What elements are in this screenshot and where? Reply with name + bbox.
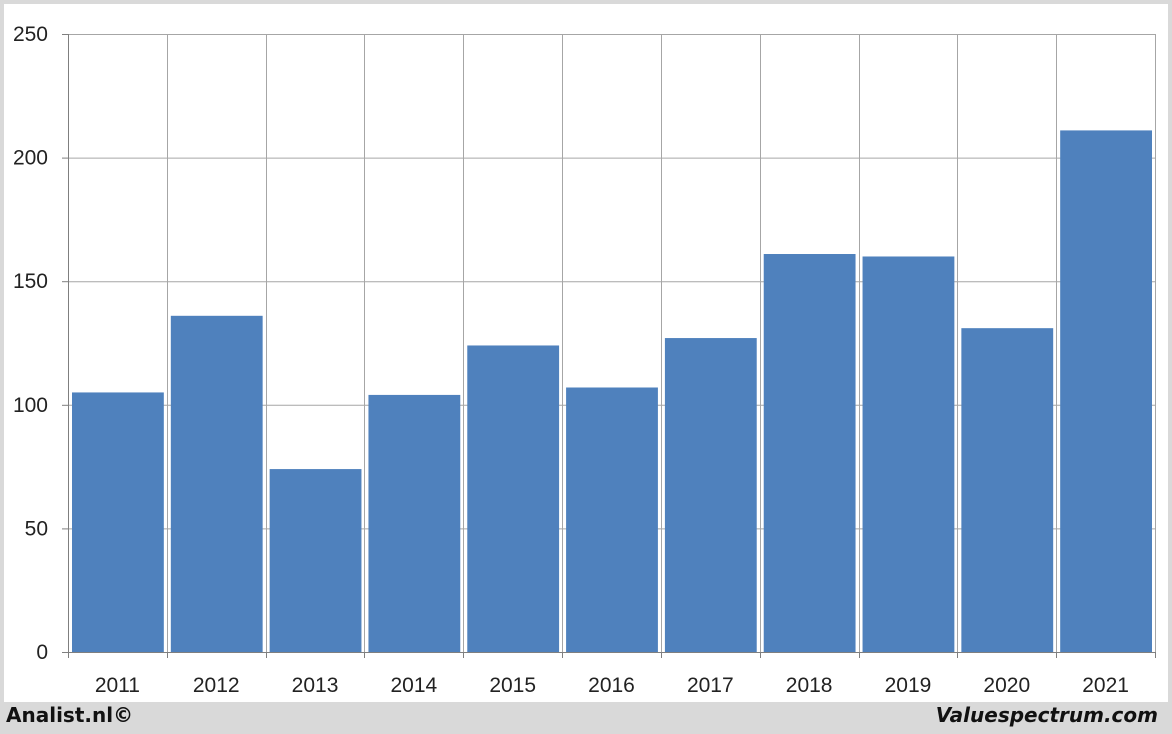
bar-2012 xyxy=(170,315,263,652)
bar-2015 xyxy=(467,345,560,652)
bar-2020 xyxy=(961,328,1054,652)
x-tick-label: 2016 xyxy=(588,674,635,697)
bar-2011 xyxy=(72,392,164,652)
x-tick-label: 2017 xyxy=(687,674,734,697)
bar-2019 xyxy=(862,256,955,652)
bar-2014 xyxy=(368,394,461,652)
bar-chart: 0 50 100 150 200 250 2011 2012 2013 2014 2015 2016 2… xyxy=(13,23,1156,697)
valuespectrum-watermark: Valuespectrum.com xyxy=(935,703,1158,727)
bar-2016 xyxy=(566,387,658,652)
x-tick-label: 2019 xyxy=(885,674,932,697)
y-tick-label: 0 xyxy=(36,641,48,664)
analist-watermark: Analist.nl© xyxy=(6,703,134,727)
bar-2017 xyxy=(664,338,757,652)
bar-2018 xyxy=(763,254,856,652)
y-tick-label: 200 xyxy=(13,147,48,170)
x-tick-label: 2015 xyxy=(489,674,536,697)
x-tick-label: 2013 xyxy=(292,674,339,697)
x-tick-label: 2011 xyxy=(95,674,140,697)
y-tick-label: 100 xyxy=(13,394,48,417)
y-tick-label: 250 xyxy=(13,23,48,46)
bar-2021 xyxy=(1060,130,1152,653)
x-tick-label: 2020 xyxy=(983,674,1030,697)
x-tick-label: 2021 xyxy=(1082,674,1129,697)
bar-2013 xyxy=(269,469,362,652)
x-tick-label: 2012 xyxy=(193,674,240,697)
x-tick-label: 2014 xyxy=(391,674,438,697)
x-tick-label: 2018 xyxy=(786,674,833,697)
y-tick-label: 150 xyxy=(13,270,48,293)
y-tick-label: 50 xyxy=(25,517,48,540)
chart-frame: 0 50 100 150 200 250 2011 2012 2013 2014 2015 2016 2… xyxy=(4,4,1168,702)
